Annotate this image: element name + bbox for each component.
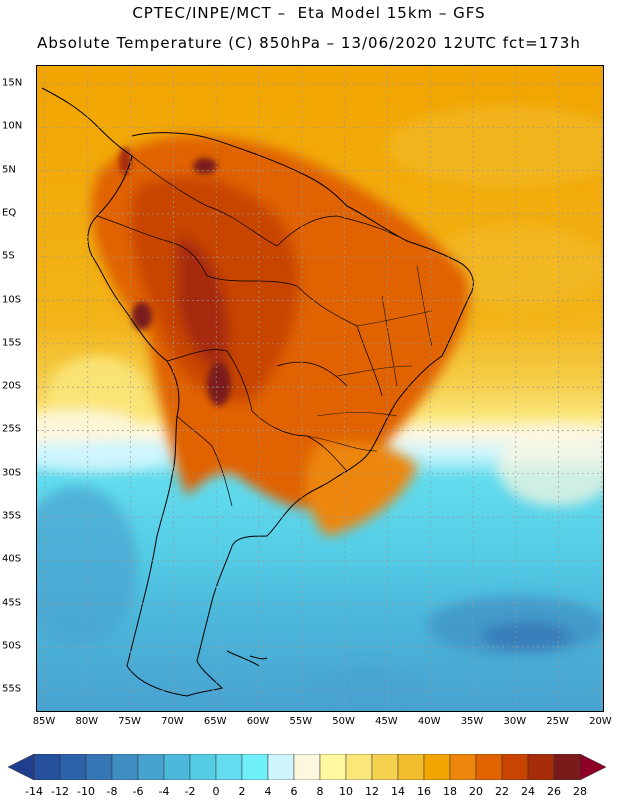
lon-tick-label: 50W — [332, 716, 355, 727]
lon-tick-label: 40W — [417, 716, 441, 727]
colorbar-swatch — [501, 754, 529, 780]
lon-tick-label: 65W — [203, 716, 227, 727]
colorbar-swatch — [553, 754, 581, 780]
colorbar-swatch — [397, 754, 425, 780]
lat-tick-label: 5S — [2, 250, 15, 262]
colorbar-over-triangle — [579, 754, 607, 780]
colorbar-tick-label: 24 — [521, 785, 535, 798]
ocean-anomalies — [37, 106, 603, 706]
colorbar-under-triangle — [8, 754, 35, 780]
colorbar-tick-label: -12 — [51, 785, 69, 798]
lat-tick-label: 50S — [2, 640, 22, 652]
colorbar-tick-label: -4 — [158, 785, 170, 798]
colorbar-tick-label: -8 — [106, 785, 118, 798]
map-graticule — [37, 66, 603, 711]
colorbar-swatch — [371, 754, 399, 780]
colorbar-tick-label: 8 — [316, 785, 324, 798]
lat-tick-label: EQ — [2, 207, 17, 219]
lat-tick-label: 40S — [2, 553, 22, 565]
lon-tick-label: 20W — [589, 716, 612, 727]
chart-title-line-1: CPTEC/INPE/MCT – Eta Model 15km – GFS — [132, 4, 486, 22]
colorbar-swatch — [423, 754, 451, 780]
colorbar-swatch — [345, 754, 373, 780]
colorbar-swatch — [475, 754, 503, 780]
temperature-field — [37, 66, 603, 711]
colorbar-tick-label: 14 — [391, 785, 405, 798]
lon-tick-label: 85W — [32, 716, 56, 727]
coastlines — [41, 87, 474, 697]
colorbar-swatch — [33, 754, 61, 780]
colorbar-swatch — [59, 754, 87, 780]
lat-tick-label: 10S — [2, 294, 22, 305]
lat-tick-label: 25S — [2, 423, 22, 435]
lat-tick-label: 15S — [2, 337, 22, 349]
lon-tick-label: 55W — [289, 716, 313, 727]
lat-tick-label: 30S — [2, 467, 22, 479]
colorbar-swatch — [449, 754, 477, 780]
lon-tick-label: 35W — [460, 716, 484, 727]
colorbar-swatch — [137, 754, 165, 780]
colorbar-tick-label: -14 — [25, 785, 43, 798]
colorbar-tick-label: 26 — [547, 785, 561, 798]
lon-tick-label: 60W — [246, 716, 270, 727]
colorbar-tick-label: 6 — [290, 785, 298, 798]
colorbar-tick-label: 12 — [365, 785, 379, 798]
colorbar-swatch — [85, 754, 113, 780]
lat-tick-label: 15N — [2, 77, 23, 89]
colorbar-swatch — [241, 754, 269, 780]
colorbar-swatch — [189, 754, 217, 780]
colorbar-tick-label: 20 — [469, 785, 483, 798]
lat-tick-label: 5N — [2, 164, 16, 176]
colorbar-tick-label: -6 — [132, 785, 144, 798]
colorbar-tick-label: 28 — [573, 785, 587, 798]
colorbar-tick-label: 18 — [443, 785, 457, 798]
colorbar-swatch — [527, 754, 555, 780]
colorbar-swatch — [111, 754, 139, 780]
colorbar-swatch — [163, 754, 191, 780]
heat-cores — [119, 147, 231, 406]
lon-tick-label: 80W — [75, 716, 99, 727]
lon-tick-label: 45W — [375, 716, 398, 727]
lat-tick-label: 45S — [2, 597, 22, 609]
colorbar-tick-label: 22 — [495, 785, 509, 798]
colorbar-tick-label: 10 — [339, 785, 353, 798]
lat-tick-label: 35S — [2, 510, 22, 522]
colorbar-tick-label: -10 — [77, 785, 95, 798]
colorbar-swatch — [293, 754, 321, 780]
colorbar-swatch — [215, 754, 243, 780]
colorbar-tick-label: 0 — [212, 785, 220, 798]
lat-tick-label: 20S — [2, 380, 22, 392]
colorbar-tick-label: -2 — [184, 785, 196, 798]
temperature-colorbar — [8, 754, 607, 780]
lon-tick-label: 75W — [118, 716, 141, 727]
lat-tick-label: 55S — [2, 683, 22, 695]
colorbar-tick-label: 2 — [238, 785, 246, 798]
temperature-map[interactable] — [36, 65, 604, 712]
country-borders — [96, 155, 398, 507]
state-borders — [306, 265, 433, 452]
colorbar-tick-label: 16 — [417, 785, 431, 798]
chart-title-line-2: Absolute Temperature (C) 850hPa – 13/06/… — [37, 34, 581, 52]
continental-heat-field — [91, 135, 469, 536]
lat-tick-label: 10N — [2, 120, 23, 132]
lon-tick-label: 70W — [161, 716, 184, 727]
lon-tick-label: 30W — [503, 716, 527, 727]
colorbar-tick-label: 4 — [264, 785, 272, 798]
lon-tick-label: 25W — [546, 716, 569, 727]
colorbar-swatch — [319, 754, 347, 780]
colorbar-swatch — [267, 754, 295, 780]
